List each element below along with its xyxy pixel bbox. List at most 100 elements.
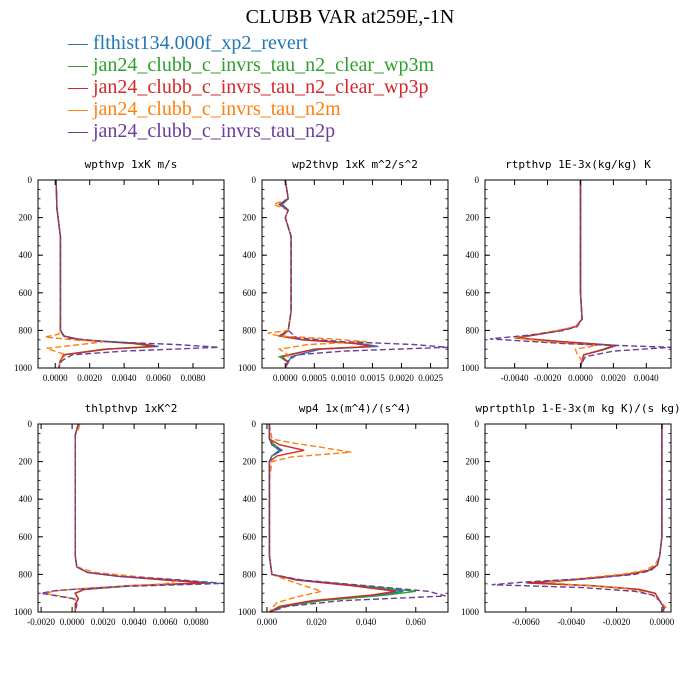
x-tick-label: 0.0040: [112, 373, 137, 383]
y-tick-label: 1000: [461, 607, 480, 617]
y-tick-label: 1000: [461, 363, 480, 373]
y-tick-label: 200: [466, 213, 480, 223]
chart-title: wprtpthlp 1-E-3x(m kg K)/(s kg): [475, 402, 680, 415]
y-tick-label: 800: [19, 325, 33, 335]
chart-panel: thlpthvp 1xK^2 0 200 400 600 800 1000-0.0020 0.…: [14, 402, 225, 627]
y-tick-label: 600: [466, 288, 480, 298]
x-tick-label: -0.0020: [603, 617, 631, 627]
chart-title: rtpthvp 1E-3x(kg/kg) K: [505, 158, 651, 171]
series-line: [489, 180, 671, 368]
y-tick-label: 0: [252, 419, 257, 429]
y-tick-label: 1000: [238, 607, 257, 617]
chart-panel: wprtpthlp 1-E-3x(m kg K)/(s kg) 0 200 400 60…: [461, 402, 681, 627]
series-line: [514, 180, 598, 368]
legend-item: — jan24_clubb_c_invrs_tau_n2_clear_wp3p: [68, 76, 434, 98]
series-line: [528, 424, 666, 612]
legend-label: jan24_clubb_c_invrs_tau_n2p: [93, 120, 336, 142]
x-tick-label: 0.0060: [153, 617, 178, 627]
y-tick-label: 600: [243, 532, 257, 542]
plot-frame: [261, 423, 449, 613]
legend-label: flthist134.000f_xp2_revert: [93, 32, 308, 54]
y-tick-label: 0: [475, 419, 480, 429]
plot-frame: [484, 179, 672, 369]
y-tick-label: 1000: [238, 363, 257, 373]
series-line: [278, 180, 448, 368]
chart-title: wp2thvp 1xK m^2/s^2: [292, 158, 418, 171]
chart-panel: rtpthvp 1E-3x(kg/kg) K 0 200 400 600 800 1000 -…: [461, 158, 672, 383]
x-tick-label: 0.0000: [568, 373, 593, 383]
series-line: [40, 424, 224, 612]
legend-line-icon: —: [68, 54, 93, 76]
legend-item: — jan24_clubb_c_invrs_tau_n2p: [68, 120, 434, 142]
y-tick-label: 800: [243, 325, 257, 335]
legend-item: — flthist134.000f_xp2_revert: [68, 32, 434, 54]
y-tick-label: 200: [19, 457, 33, 467]
y-tick-label: 600: [19, 532, 33, 542]
legend-label: jan24_clubb_c_invrs_tau_n2_clear_wp3p: [93, 76, 429, 98]
figure-title: CLUBB VAR at259E,-1N: [245, 6, 455, 28]
y-tick-label: 0: [475, 175, 480, 185]
series-line: [268, 424, 446, 612]
series-line: [55, 180, 159, 368]
x-tick-label: 0.0025: [418, 373, 443, 383]
series-line: [491, 424, 666, 612]
legend-line-icon: —: [68, 76, 93, 98]
chart-title: thlpthvp 1xK^2: [85, 402, 178, 415]
series-line: [268, 424, 397, 612]
x-tick-label: -0.0020: [27, 617, 55, 627]
series-line: [44, 180, 104, 368]
y-tick-label: 800: [19, 569, 33, 579]
chart-panel: wp2thvp 1xK m^2/s^2 0 200 400 600 800 1000 0.00…: [238, 158, 449, 383]
x-tick-label: 0.0005: [302, 373, 327, 383]
y-tick-label: 800: [466, 325, 480, 335]
y-tick-label: 0: [252, 175, 257, 185]
y-tick-label: 400: [19, 250, 33, 260]
series-line: [74, 424, 204, 612]
y-tick-label: 200: [243, 457, 257, 467]
x-tick-label: 0.0020: [77, 373, 102, 383]
y-tick-label: 1000: [14, 607, 33, 617]
legend-line-icon: —: [68, 120, 93, 142]
x-tick-label: 0.040: [356, 617, 377, 627]
y-tick-label: 1000: [14, 363, 33, 373]
x-tick-label: 0.0080: [184, 617, 209, 627]
x-tick-label: 0.0000: [650, 617, 675, 627]
x-tick-label: 0.0015: [360, 373, 385, 383]
plot-frame: [261, 179, 449, 369]
y-tick-label: 600: [243, 288, 257, 298]
plot-frame: [484, 423, 672, 613]
x-tick-label: -0.0020: [534, 373, 562, 383]
y-tick-label: 200: [466, 457, 480, 467]
x-tick-label: 0.000: [257, 617, 278, 627]
series-line: [55, 180, 156, 368]
x-tick-label: 0.0000: [273, 373, 298, 383]
y-tick-label: 800: [243, 569, 257, 579]
x-tick-label: 0.0060: [146, 373, 171, 383]
x-tick-label: -0.0060: [512, 617, 540, 627]
series-line: [268, 424, 352, 612]
chart-title: wpthvp 1xK m/s: [85, 158, 178, 171]
x-tick-label: 0.0040: [122, 617, 147, 627]
y-tick-label: 400: [466, 250, 480, 260]
x-tick-label: 0.0080: [181, 373, 206, 383]
x-tick-label: -0.0040: [501, 373, 529, 383]
y-tick-label: 600: [466, 532, 480, 542]
x-tick-label: -0.0040: [557, 617, 585, 627]
series-line: [280, 180, 379, 368]
x-tick-label: 0.0000: [43, 373, 68, 383]
x-tick-label: 0.060: [406, 617, 427, 627]
legend-label: jan24_clubb_c_invrs_tau_n2m: [93, 98, 341, 120]
y-tick-label: 600: [19, 288, 33, 298]
y-tick-label: 0: [28, 419, 33, 429]
legend-line-icon: —: [68, 98, 93, 120]
y-tick-label: 400: [19, 494, 33, 504]
legend-item: — jan24_clubb_c_invrs_tau_n2_clear_wp3m: [68, 54, 434, 76]
legend-label: jan24_clubb_c_invrs_tau_n2_clear_wp3m: [93, 54, 435, 76]
chart-title: wp4 1x(m^4)/(s^4): [299, 402, 412, 415]
y-tick-label: 400: [466, 494, 480, 504]
x-tick-label: 0.0020: [601, 373, 626, 383]
y-tick-label: 800: [466, 569, 480, 579]
series-line: [44, 424, 181, 612]
